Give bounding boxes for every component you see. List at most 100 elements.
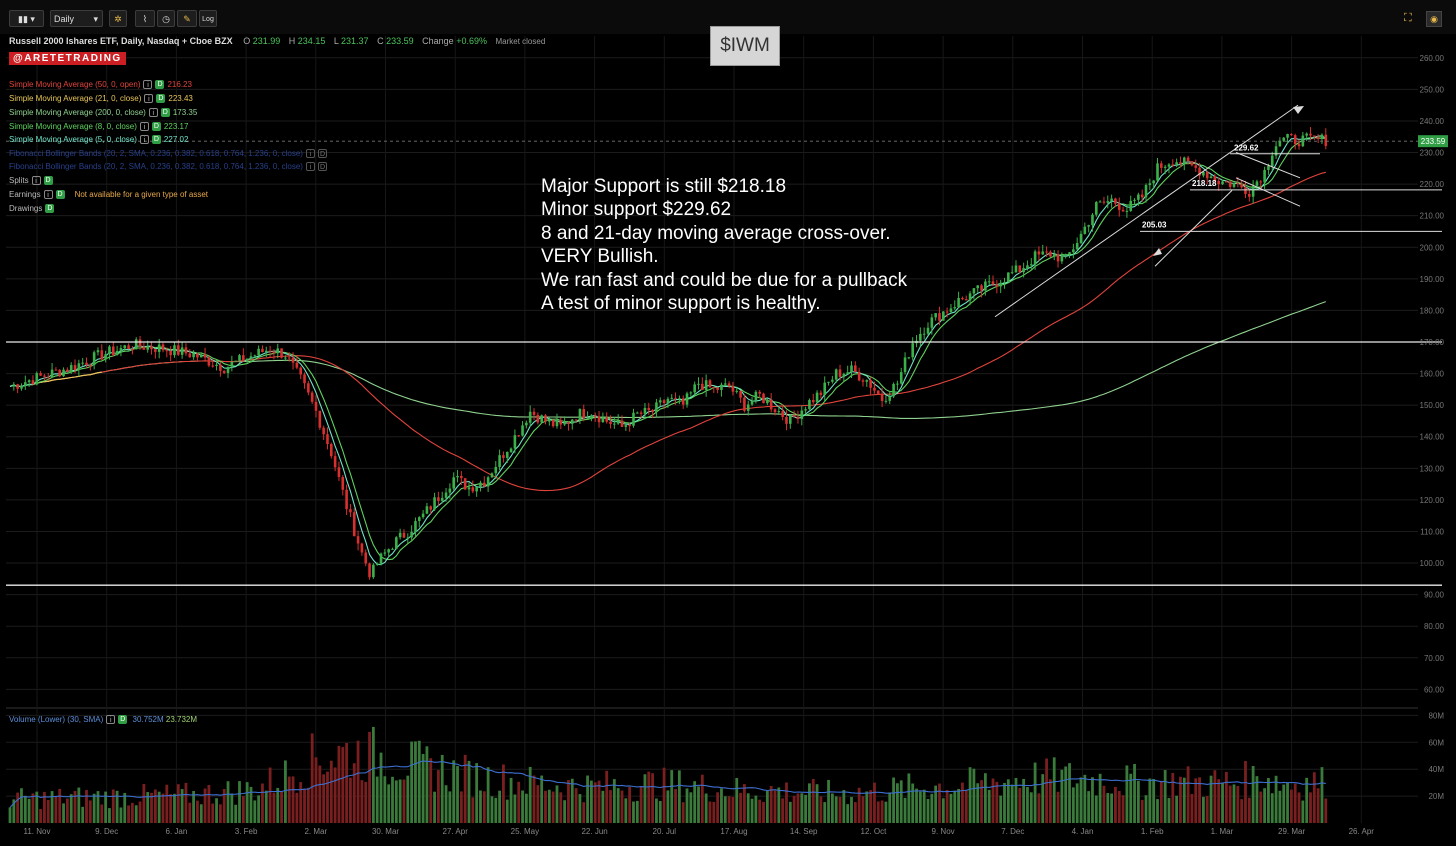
info-icon[interactable]: i bbox=[43, 190, 53, 200]
volume-bar bbox=[295, 792, 299, 823]
volume-bar bbox=[1144, 795, 1148, 823]
info-icon[interactable]: i bbox=[148, 108, 158, 118]
date-tick: 11. Nov bbox=[24, 827, 51, 836]
candle-body bbox=[919, 333, 922, 341]
grid bbox=[6, 36, 1418, 823]
chart-type-button[interactable]: ▮▮ ▾ bbox=[9, 10, 44, 27]
info-icon[interactable]: i bbox=[305, 162, 315, 172]
d-icon[interactable]: D bbox=[155, 80, 165, 90]
volume-bar bbox=[800, 793, 804, 823]
d-icon[interactable]: D bbox=[118, 715, 128, 725]
volume-bar bbox=[1110, 793, 1113, 823]
info-icon[interactable]: i bbox=[305, 149, 315, 159]
volume-bar bbox=[345, 742, 348, 823]
volume-legend[interactable]: Volume (Lower) (30, SMA) i D 30.752M 23.73… bbox=[9, 715, 198, 725]
volume-bar bbox=[207, 784, 211, 823]
info-icon[interactable]: i bbox=[139, 135, 149, 145]
volume-bar bbox=[1045, 758, 1048, 823]
volume-bar bbox=[830, 793, 834, 823]
camera-icon[interactable]: ◉ bbox=[1426, 11, 1442, 27]
candle-body bbox=[375, 563, 379, 565]
clock-icon[interactable]: ◷ bbox=[157, 10, 175, 27]
volume-bar bbox=[876, 801, 880, 823]
volume-bar bbox=[674, 788, 677, 823]
candle-body bbox=[383, 552, 387, 554]
volume-bar bbox=[888, 792, 892, 823]
indicator-row[interactable]: Simple Moving Average (50, 0, open) i D 216… bbox=[9, 80, 192, 90]
volume-bar bbox=[1247, 797, 1251, 823]
candle-body bbox=[1228, 181, 1232, 187]
volume-bar bbox=[838, 796, 842, 823]
volume-bar bbox=[1022, 778, 1026, 823]
interval-select[interactable]: Daily ▾ bbox=[50, 10, 103, 27]
d-icon[interactable]: D bbox=[156, 94, 166, 104]
candle-body bbox=[674, 397, 677, 399]
candle-body bbox=[1259, 181, 1263, 183]
indicator-icon[interactable]: ⌇ bbox=[135, 10, 155, 27]
volume-bar bbox=[35, 791, 39, 823]
candle-body bbox=[452, 477, 455, 489]
volume-bar bbox=[157, 791, 161, 823]
drawings-row[interactable]: Drawings D bbox=[9, 204, 55, 214]
low-value: 231.37 bbox=[341, 36, 369, 46]
candle-body bbox=[1091, 214, 1094, 226]
candle-body bbox=[199, 354, 203, 358]
volume-tick: 60M bbox=[1428, 738, 1444, 747]
d-icon[interactable]: D bbox=[45, 204, 55, 214]
volume-bar bbox=[1087, 791, 1091, 823]
indicator-row[interactable]: Simple Moving Average (5, 0, close) i D 227… bbox=[9, 135, 189, 145]
volume-bar bbox=[482, 791, 486, 823]
d-icon[interactable]: D bbox=[55, 190, 65, 200]
volume-bar bbox=[459, 791, 463, 823]
info-icon[interactable]: i bbox=[139, 122, 149, 132]
info-icon[interactable]: i bbox=[144, 94, 154, 104]
volume-bar bbox=[1324, 798, 1328, 823]
drawing-tool-icon[interactable]: ✎ bbox=[177, 10, 197, 27]
candle-body bbox=[337, 467, 341, 478]
candle-body bbox=[27, 380, 31, 383]
volume-bar bbox=[234, 804, 238, 823]
indicator-row[interactable]: Simple Moving Average (8, 0, close) i D 223… bbox=[9, 122, 189, 132]
volume-bar bbox=[1117, 791, 1121, 823]
candle-body bbox=[1033, 251, 1037, 265]
arrow-head bbox=[1153, 248, 1162, 256]
candle-body bbox=[616, 420, 620, 424]
volume-bar bbox=[463, 754, 467, 823]
d-icon[interactable]: D bbox=[160, 108, 170, 118]
candle-body bbox=[873, 387, 876, 391]
volume-bar bbox=[1060, 769, 1064, 823]
gear-icon[interactable]: ✲ bbox=[109, 10, 127, 27]
d-icon[interactable]: D bbox=[317, 162, 327, 172]
d-icon[interactable]: D bbox=[151, 135, 161, 145]
volume-bar bbox=[433, 791, 436, 823]
price-tick: 60.00 bbox=[1424, 685, 1445, 694]
candle-body bbox=[1056, 254, 1060, 262]
info-icon[interactable]: i bbox=[106, 715, 116, 725]
d-icon[interactable]: D bbox=[43, 176, 53, 186]
log-scale-button[interactable]: Log bbox=[199, 10, 217, 27]
ticker-box: $IWM bbox=[710, 26, 780, 66]
date-tick: 1. Mar bbox=[1211, 827, 1234, 836]
indicator-row[interactable]: Fibonacci Bollinger Bands (20, 2, SMA, 0… bbox=[9, 149, 327, 159]
candle-body bbox=[1045, 251, 1048, 253]
candle-body bbox=[942, 311, 945, 321]
fullscreen-icon[interactable]: ⛶ bbox=[1404, 12, 1412, 24]
candle-body bbox=[498, 455, 501, 467]
info-icon[interactable]: i bbox=[31, 176, 41, 186]
candle-body bbox=[398, 532, 402, 538]
candle-body bbox=[563, 422, 566, 425]
candle-body bbox=[1274, 146, 1278, 156]
earnings-row[interactable]: Earnings i D Not available for a given type… bbox=[9, 190, 208, 200]
d-icon[interactable]: D bbox=[151, 122, 161, 132]
indicator-row[interactable]: Fibonacci Bollinger Bands (20, 2, SMA, 0… bbox=[9, 162, 327, 172]
d-icon[interactable]: D bbox=[317, 149, 327, 159]
candle-body bbox=[1305, 133, 1308, 136]
candle-body bbox=[448, 488, 452, 493]
indicator-row[interactable]: Simple Moving Average (21, 0, close) i D 22… bbox=[9, 94, 193, 104]
info-icon[interactable]: i bbox=[143, 80, 153, 90]
candle-body bbox=[548, 419, 551, 422]
indicator-row[interactable]: Simple Moving Average (200, 0, close) i D 1… bbox=[9, 108, 198, 118]
candle-body bbox=[245, 358, 249, 362]
splits-row[interactable]: Splits i D bbox=[9, 176, 53, 186]
